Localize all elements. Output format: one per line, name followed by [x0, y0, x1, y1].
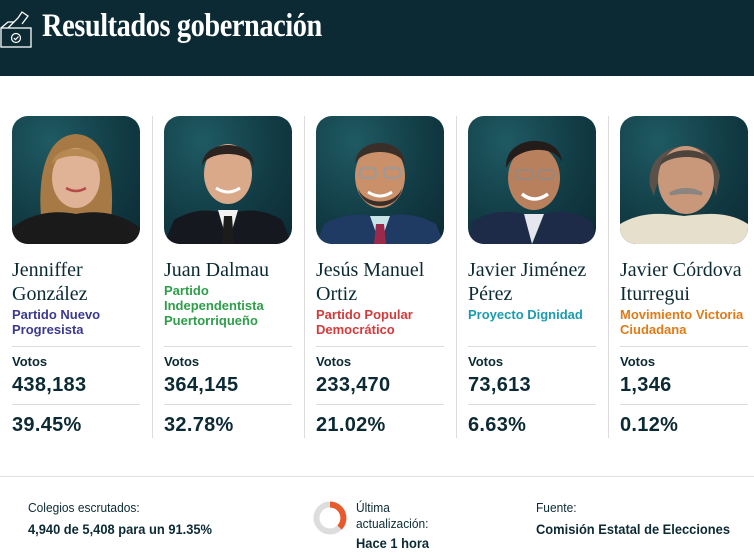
candidate-card: Jesús Manuel Ortiz Partido Popular Democ…: [316, 116, 456, 438]
precincts-label: Colegios escrutados:: [28, 500, 140, 515]
candidate-name: Jesús Manuel Ortiz Partido Popular Democ…: [316, 258, 456, 337]
precincts-counted: Colegios escrutados: 4,940 de 5,408 para…: [28, 500, 228, 538]
divider: [468, 346, 596, 347]
candidate-party: Partido Nuevo Progresista: [12, 307, 101, 337]
votes-count: 364,145: [164, 374, 239, 396]
last-update: Última actualización: Hace 1 hora: [356, 500, 435, 552]
candidate-name: Javier Córdova Iturregui Movimiento Vict…: [620, 258, 754, 337]
votes-label: Votos: [620, 354, 656, 369]
ballot-box-icon: [0, 11, 32, 48]
vote-percent: 21.02%: [316, 414, 386, 436]
votes-label: Votos: [316, 354, 352, 369]
candidate-party: Partido Popular Democrático: [316, 307, 413, 337]
divider: [620, 346, 748, 347]
column-separator: [152, 116, 153, 438]
last-update-value: Hace 1 hora: [356, 535, 430, 551]
votes-label: Votos: [164, 354, 200, 369]
votes-count: 233,470: [316, 374, 391, 396]
candidate-photo: [12, 116, 140, 244]
page-header: Resultados gobernación: [0, 0, 754, 76]
candidates-list: Jenniffer González Partido Nuevo Progres…: [0, 116, 754, 438]
person-portrait-icon: [164, 144, 292, 244]
column-separator: [608, 116, 609, 438]
last-update-label-line2: actualización:: [356, 516, 429, 531]
column-separator: [304, 116, 305, 438]
divider: [12, 346, 140, 347]
candidate-photo: [316, 116, 444, 244]
person-portrait-icon: [316, 143, 444, 244]
person-portrait-icon: [468, 140, 596, 244]
divider: [164, 404, 292, 405]
source: Fuente: Comisión Estatal de Elecciones: [536, 500, 747, 538]
candidate-photo: [164, 116, 292, 244]
vote-percent: 0.12%: [620, 414, 679, 436]
votes-label: Votos: [12, 354, 48, 369]
footer-divider: [0, 476, 754, 477]
source-label: Fuente:: [536, 500, 577, 515]
candidate-party: Partido Independentista Puertorriqueño: [164, 283, 264, 328]
votes-count: 1,346: [620, 374, 672, 396]
vote-percent: 6.63%: [468, 414, 527, 436]
divider: [164, 346, 292, 347]
vote-percent: 39.45%: [12, 414, 82, 436]
candidate-card: Jenniffer González Partido Nuevo Progres…: [12, 116, 152, 438]
candidate-party: Movimiento Victoria Ciudadana: [620, 307, 744, 337]
divider: [316, 346, 444, 347]
divider: [468, 404, 596, 405]
person-portrait-icon: [620, 146, 748, 244]
candidate-name: Javier Jiménez Pérez Proyecto Dignidad: [468, 258, 608, 322]
candidate-photo: [620, 116, 748, 244]
divider: [12, 404, 140, 405]
column-separator: [456, 116, 457, 438]
last-update-label-line1: Última: [356, 500, 390, 515]
candidate-card: Javier Jiménez Pérez Proyecto Dignidad V…: [468, 116, 608, 438]
candidate-photo: [468, 116, 596, 244]
page-title: Resultados gobernación: [42, 8, 322, 44]
precincts-value: 4,940 de 5,408 para un 91.35%: [28, 521, 213, 537]
votes-count: 438,183: [12, 374, 87, 396]
candidate-name: Jenniffer González Partido Nuevo Progres…: [12, 258, 152, 337]
vote-percent: 32.78%: [164, 414, 234, 436]
candidate-card: Javier Córdova Iturregui Movimiento Vict…: [620, 116, 754, 438]
person-portrait-icon: [12, 134, 140, 244]
candidate-name: Juan Dalmau Partido Independentista Puer…: [164, 258, 304, 328]
source-value: Comisión Estatal de Elecciones: [536, 521, 730, 537]
divider: [316, 404, 444, 405]
update-progress-ring-icon: [313, 501, 347, 535]
divider: [620, 404, 748, 405]
votes-count: 73,613: [468, 374, 531, 396]
candidate-party: Proyecto Dignidad: [468, 307, 583, 322]
votes-label: Votos: [468, 354, 504, 369]
candidate-card: Juan Dalmau Partido Independentista Puer…: [164, 116, 304, 438]
